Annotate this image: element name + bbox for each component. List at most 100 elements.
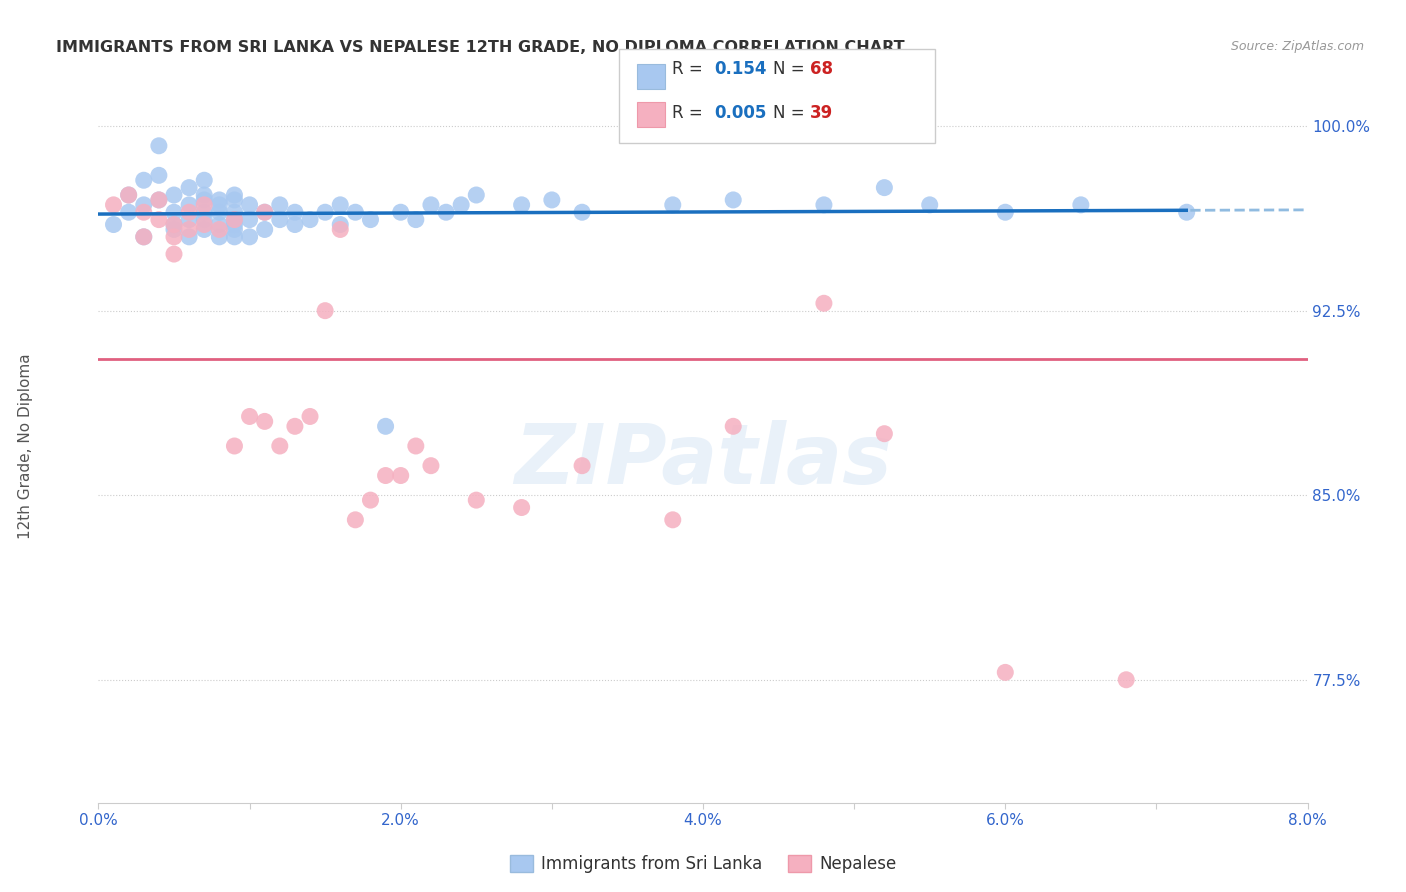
Point (163, 188, 186, 202)
Text: 0.154: 0.154 (714, 60, 766, 78)
Point (540, 193, 562, 207)
Point (269, 439, 291, 453)
Point (314, 205, 336, 219)
Point (813, 198, 835, 212)
Point (193, 188, 215, 202)
Point (374, 419, 396, 434)
Point (132, 230, 155, 244)
Point (253, 205, 276, 219)
Point (918, 198, 941, 212)
Text: Source: ZipAtlas.com: Source: ZipAtlas.com (1230, 40, 1364, 54)
Point (193, 205, 215, 219)
Point (723, 419, 745, 434)
Point (208, 218, 231, 232)
Text: IMMIGRANTS FROM SRI LANKA VS NEPALESE 12TH GRADE, NO DIPLOMA CORRELATION CHART: IMMIGRANTS FROM SRI LANKA VS NEPALESE 12… (56, 40, 905, 55)
Point (465, 493, 488, 508)
Point (208, 198, 231, 212)
Point (269, 198, 291, 212)
Point (224, 212, 246, 227)
Point (193, 193, 215, 207)
Point (571, 205, 593, 219)
Point (344, 205, 367, 219)
Point (179, 198, 201, 212)
Text: N =: N = (773, 60, 810, 78)
Point (208, 205, 231, 219)
Point (405, 212, 427, 227)
Point (253, 414, 276, 428)
Point (224, 230, 246, 244)
Point (299, 212, 322, 227)
Point (224, 212, 246, 227)
Point (148, 169, 170, 183)
Text: 0.005: 0.005 (714, 103, 766, 122)
Point (239, 198, 262, 212)
Point (329, 198, 352, 212)
Point (148, 193, 170, 207)
Point (359, 212, 381, 227)
Point (148, 138, 170, 153)
Point (239, 409, 262, 424)
Point (163, 218, 186, 232)
Point (329, 222, 352, 236)
Point (389, 468, 412, 483)
Point (118, 188, 141, 202)
Point (284, 218, 307, 232)
Point (193, 198, 215, 212)
Point (873, 426, 896, 441)
Point (208, 193, 231, 207)
Point (510, 198, 533, 212)
Point (224, 205, 246, 219)
Point (179, 180, 201, 194)
Point (405, 439, 427, 453)
Point (179, 222, 201, 236)
Point (224, 193, 246, 207)
Point (132, 198, 155, 212)
Point (148, 193, 170, 207)
Point (132, 205, 155, 219)
Point (224, 188, 246, 202)
Point (224, 218, 246, 232)
Point (118, 188, 141, 202)
Point (374, 468, 396, 483)
Point (224, 222, 246, 236)
Point (571, 458, 593, 473)
Point (419, 458, 441, 473)
Point (1175, 205, 1198, 219)
Point (163, 222, 186, 236)
Point (661, 513, 683, 527)
Point (314, 303, 336, 318)
Point (179, 205, 201, 219)
Point (465, 188, 488, 202)
Point (450, 198, 472, 212)
Point (359, 493, 381, 508)
Point (873, 180, 896, 194)
Point (163, 205, 186, 219)
Point (994, 205, 1017, 219)
Text: ZIPatlas: ZIPatlas (515, 420, 891, 500)
Point (434, 205, 457, 219)
Text: 12th Grade, No Diploma: 12th Grade, No Diploma (18, 353, 32, 539)
Point (723, 193, 745, 207)
Point (224, 439, 246, 453)
Point (118, 205, 141, 219)
Point (179, 212, 201, 227)
Point (148, 212, 170, 227)
Point (344, 513, 367, 527)
Text: R =: R = (672, 103, 709, 122)
Point (132, 230, 155, 244)
Point (193, 212, 215, 227)
Point (994, 665, 1017, 680)
Legend: Immigrants from Sri Lanka, Nepalese: Immigrants from Sri Lanka, Nepalese (503, 848, 903, 880)
Text: 39: 39 (810, 103, 834, 122)
Point (253, 222, 276, 236)
Point (193, 218, 215, 232)
Point (179, 230, 201, 244)
Point (163, 218, 186, 232)
Point (193, 173, 215, 187)
Point (1115, 673, 1137, 687)
Point (239, 230, 262, 244)
Text: N =: N = (773, 103, 810, 122)
Point (299, 409, 322, 424)
Text: R =: R = (672, 60, 709, 78)
Point (269, 212, 291, 227)
